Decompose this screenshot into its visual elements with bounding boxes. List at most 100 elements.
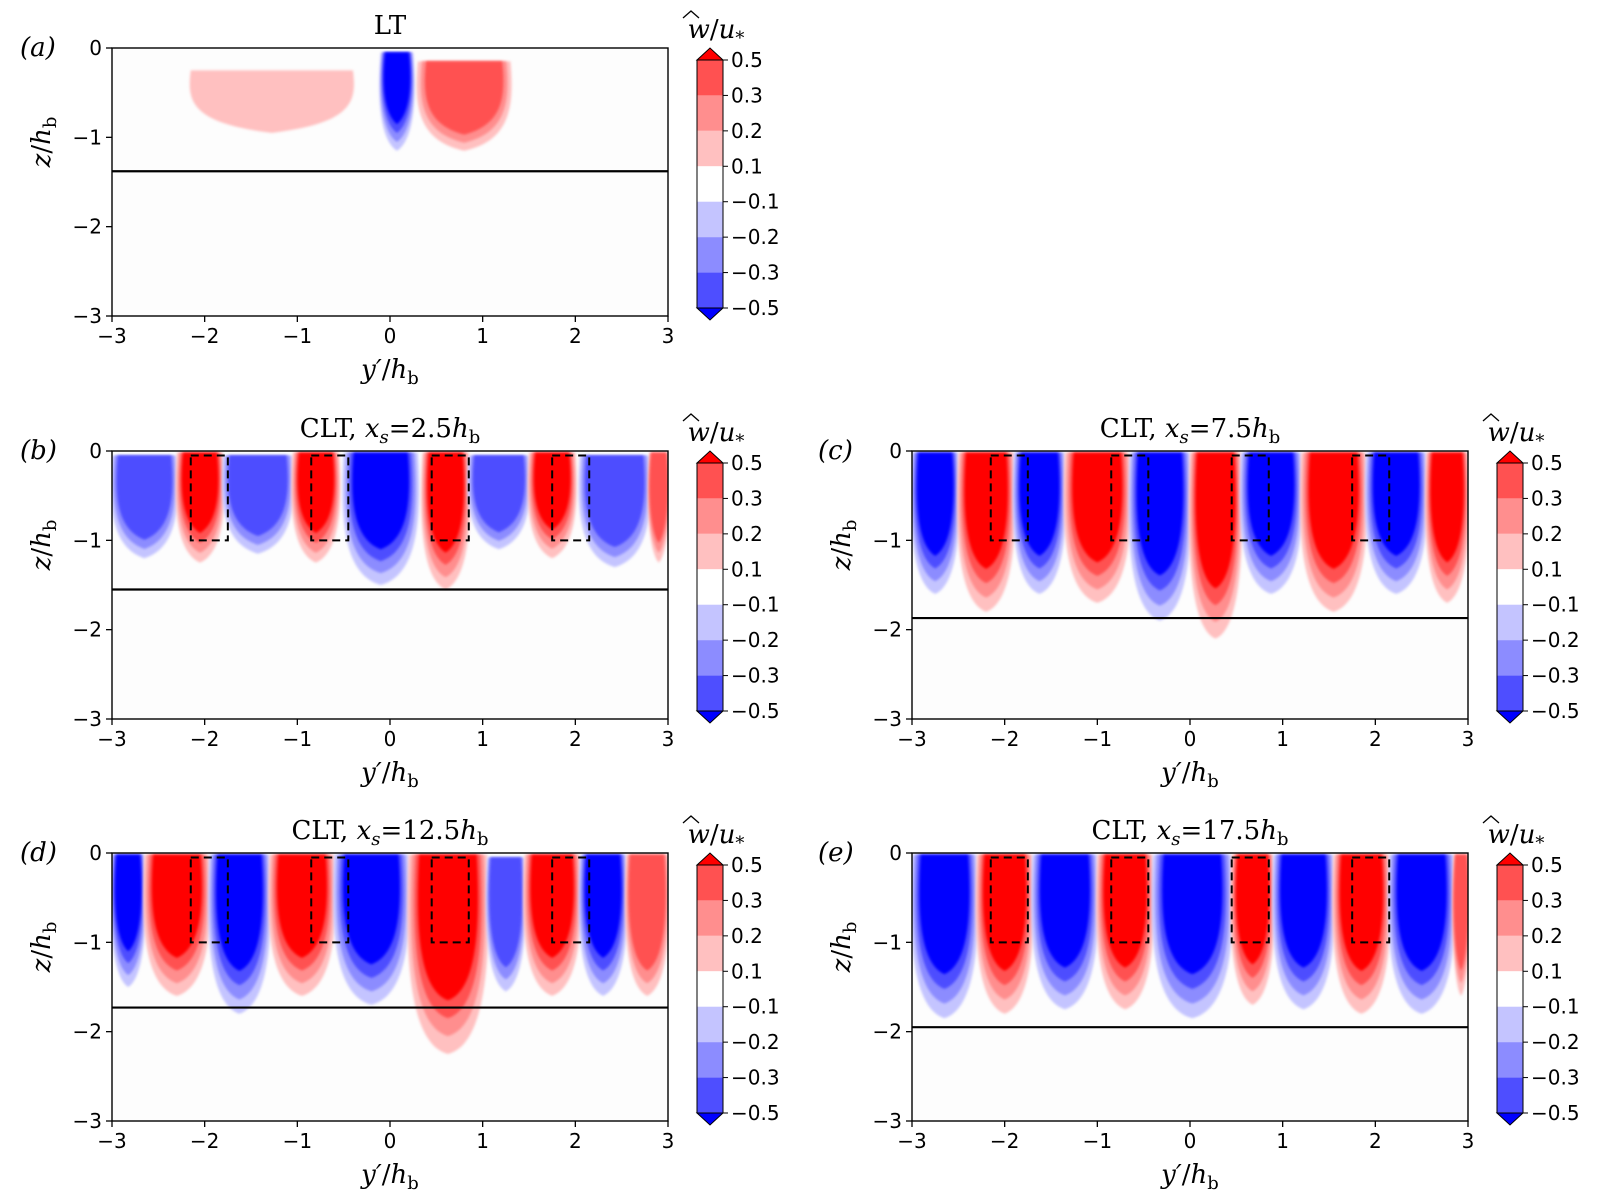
colorbar-segment — [697, 237, 723, 273]
colorbar-segment — [697, 201, 723, 238]
y-tick-label: 0 — [889, 841, 902, 865]
hat-accent — [1482, 413, 1500, 422]
turbine-box-2 — [430, 454, 470, 542]
colorbar-segment — [1497, 640, 1523, 676]
x-tick-label: −3 — [897, 1129, 926, 1153]
colorbar-tick-label: 0.1 — [1531, 557, 1563, 581]
colorbar-tick-label: 0.3 — [731, 888, 763, 912]
panel-1: −3 −2 −1 0 1 2 3 0 −1 −2 −3 y′/hb z/hb (b) CLT, xs=2.5… — [20, 413, 780, 792]
contour-blob-2-level-0 — [189, 70, 354, 133]
y-axis-label: z/hb — [27, 520, 61, 572]
colorbar-tick-label: 0.5 — [731, 48, 763, 72]
x-axis-label: y′/hb — [1160, 758, 1219, 792]
colorbar-segment — [1497, 1042, 1523, 1078]
x-tick-label: −1 — [283, 1129, 312, 1153]
x-tick-label: −3 — [97, 324, 126, 348]
colorbar-segment — [1497, 675, 1523, 711]
colorbar-tick-label: −0.3 — [1531, 664, 1580, 688]
y-tick-label: −1 — [873, 930, 902, 954]
colorbar-frame — [1496, 864, 1524, 1114]
colorbar-tick-label: −0.3 — [731, 664, 780, 688]
y-tick-label: −1 — [873, 528, 902, 552]
contour-blob-2-level-3 — [1039, 854, 1090, 968]
x-tick-label: 1 — [476, 727, 489, 751]
contour-blob-9-level-2 — [649, 452, 668, 543]
colorbar-extend-min — [695, 1112, 725, 1126]
x-tick-label: −2 — [190, 1129, 219, 1153]
panel-letter: (d) — [20, 838, 57, 868]
colorbar-extend-max — [1495, 852, 1525, 866]
hat-accent — [682, 815, 700, 824]
y-tick-label: 0 — [89, 439, 102, 463]
x-tick-label: −1 — [283, 324, 312, 348]
colorbar-tick-label: 0.1 — [731, 557, 763, 581]
panel-2: −3 −2 −1 0 1 2 3 0 −1 −2 −3 y′/hb z/hb (c) CLT, xs=7.5… — [818, 413, 1580, 792]
panel-letter: (a) — [20, 33, 56, 63]
x-tick-label: −1 — [1083, 1129, 1112, 1153]
turbine-box-1 — [1110, 856, 1150, 944]
x-tick-label: −1 — [283, 727, 312, 751]
hat-accent — [682, 10, 700, 19]
colorbar-segment — [697, 971, 723, 1007]
x-axis-label: y′/hb — [360, 1160, 419, 1194]
y-tick-label: 0 — [89, 841, 102, 865]
colorbar-segment — [1497, 498, 1523, 534]
contour-blob-8-level-3 — [1372, 452, 1420, 556]
panel-4: −3 −2 −1 0 1 2 3 0 −1 −2 −3 y′/hb z/hb (e) CLT, xs=17.… — [818, 815, 1580, 1194]
y-tick-label: −2 — [73, 1020, 102, 1044]
turbine-box-0 — [989, 454, 1029, 542]
panel-title: LT — [374, 11, 407, 41]
colorbar-segment — [697, 675, 723, 711]
panel-title: CLT, xs=2.5hb — [300, 414, 480, 448]
colorbar-frame — [696, 864, 724, 1114]
contour-blob-1-level-2 — [424, 61, 504, 135]
x-tick-label: 3 — [1462, 1129, 1475, 1153]
panel-letter: (c) — [818, 436, 853, 466]
colorbar: 0.5 0.3 0.2 0.1 −0.1 −0.2 −0.3 −0.5 w/u* — [682, 815, 780, 1126]
turbine-box-3 — [1351, 454, 1391, 542]
colorbar-segment — [697, 60, 723, 96]
contour-blob-0-level-3 — [114, 854, 142, 952]
x-axis-label: y′/hb — [360, 758, 419, 792]
colorbar: 0.5 0.3 0.2 0.1 −0.1 −0.2 −0.3 −0.5 w/u* — [682, 10, 780, 321]
colorbar-tick-label: −0.5 — [731, 1101, 780, 1125]
colorbar-tick-label: 0.5 — [1531, 451, 1563, 475]
x-tick-label: 0 — [384, 324, 397, 348]
colorbar-tick-label: −0.3 — [731, 1066, 780, 1090]
colorbar-tick-label: −0.1 — [1531, 593, 1580, 617]
colorbar-segment — [1497, 900, 1523, 936]
x-tick-label: 3 — [662, 727, 675, 751]
colorbar-tick-label: −0.1 — [731, 995, 780, 1019]
colorbar-segment — [697, 166, 723, 202]
contour-blob-3-level-3 — [297, 452, 335, 533]
contour-blob-6-level-3 — [1280, 854, 1327, 968]
x-tick-label: −3 — [97, 1129, 126, 1153]
colorbar-tick-label: −0.1 — [1531, 995, 1580, 1019]
colorbar-tick-label: −0.3 — [1531, 1066, 1580, 1090]
contour-blob-1-level-3 — [964, 452, 1008, 569]
contour-blob-6-level-2 — [472, 455, 525, 533]
colorbar-extend-max — [695, 852, 725, 866]
y-tick-label: −3 — [73, 707, 102, 731]
contour-blob-0-level-3 — [916, 452, 954, 556]
colorbar-tick-label: −0.2 — [731, 225, 780, 249]
x-tick-label: 3 — [662, 1129, 675, 1153]
x-tick-label: 0 — [384, 1129, 397, 1153]
contour-blob-7-level-3 — [1308, 452, 1359, 569]
hat-accent — [1482, 815, 1500, 824]
colorbar-tick-label: −0.1 — [731, 593, 780, 617]
contour-blob-4-level-3 — [352, 452, 410, 550]
colorbar-frame — [696, 59, 724, 309]
colorbar: 0.5 0.3 0.2 0.1 −0.1 −0.2 −0.3 −0.5 w/u* — [1482, 413, 1580, 724]
colorbar-segment — [697, 498, 723, 534]
colorbar-tick-label: 0.3 — [1531, 486, 1563, 510]
x-tick-label: 0 — [1184, 727, 1197, 751]
contour-blob-8-level-2 — [584, 455, 645, 548]
colorbar-tick-label: 0.3 — [731, 83, 763, 107]
x-tick-label: −2 — [990, 1129, 1019, 1153]
y-tick-label: −3 — [73, 304, 102, 328]
colorbar-segment — [1497, 463, 1523, 499]
y-tick-label: −1 — [73, 125, 102, 149]
colorbar-tick-label: −0.2 — [731, 628, 780, 652]
contour-blob-6-level-2 — [489, 857, 523, 968]
